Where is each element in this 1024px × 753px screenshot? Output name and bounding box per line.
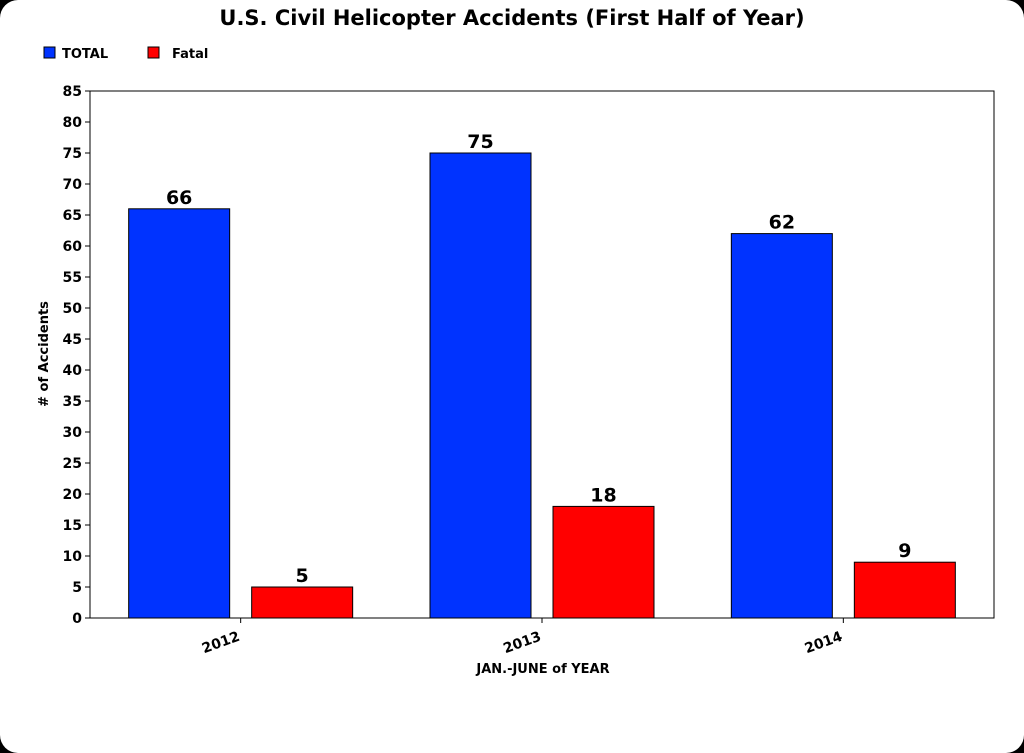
x-axis: 2012 2013 2014 <box>200 618 845 657</box>
y-tick-label: 80 <box>63 115 83 131</box>
x-axis-title: JAN.-JUNE of YEAR <box>475 662 609 677</box>
y-tick-label: 45 <box>63 332 82 348</box>
y-tick-label: 65 <box>63 208 82 224</box>
legend-swatch-total <box>43 46 56 59</box>
y-tick-label: 40 <box>63 363 83 379</box>
x-tick-label-2013: 2013 <box>501 629 543 657</box>
bar-fatal-2012 <box>251 586 354 619</box>
y-tick-label: 50 <box>63 301 83 317</box>
y-tick-label: 75 <box>63 146 82 162</box>
y-tick-label: 0 <box>72 611 82 627</box>
data-label-total-2014: 62 <box>769 212 795 234</box>
y-tick-label: 5 <box>72 580 82 596</box>
y-tick-label: 15 <box>63 518 82 534</box>
y-tick-label: 10 <box>63 549 83 565</box>
data-label-fatal-2014: 9 <box>898 540 911 562</box>
bar-total-2013 <box>429 152 532 619</box>
y-axis: 0 5 10 15 20 25 30 35 40 45 50 55 60 65 70 75 80 85 <box>63 84 90 627</box>
plot-area <box>89 90 995 619</box>
bar-total-2014 <box>730 233 833 619</box>
legend-label-fatal: Fatal <box>172 47 208 62</box>
y-tick-label: 30 <box>63 425 83 441</box>
chart-title: U.S. Civil Helicopter Accidents (First H… <box>219 6 804 30</box>
data-label-total-2012: 66 <box>166 187 192 209</box>
y-tick-label: 35 <box>63 394 82 410</box>
y-tick-label: 55 <box>63 270 82 286</box>
data-label-fatal-2012: 5 <box>296 565 309 587</box>
y-tick-label: 85 <box>63 84 82 100</box>
bar-fatal-2013 <box>552 505 655 619</box>
y-axis-title: # of Accidents <box>37 301 52 407</box>
legend-swatch-fatal <box>147 46 160 59</box>
y-tick-label: 70 <box>63 177 83 193</box>
legend-label-total: TOTAL <box>62 47 108 62</box>
data-label-total-2013: 75 <box>467 131 493 153</box>
bar-total-2012 <box>128 208 231 619</box>
y-tick-label: 20 <box>63 487 83 503</box>
data-label-fatal-2013: 18 <box>590 484 616 506</box>
x-tick-label-2012: 2012 <box>200 629 242 657</box>
y-tick-label: 60 <box>63 239 83 255</box>
bar-fatal-2014 <box>853 561 956 619</box>
y-tick-label: 25 <box>63 456 82 472</box>
x-tick-label-2014: 2014 <box>803 629 845 657</box>
legend: TOTAL Fatal <box>43 46 208 62</box>
bars: 66 5 75 18 62 9 <box>128 131 956 619</box>
